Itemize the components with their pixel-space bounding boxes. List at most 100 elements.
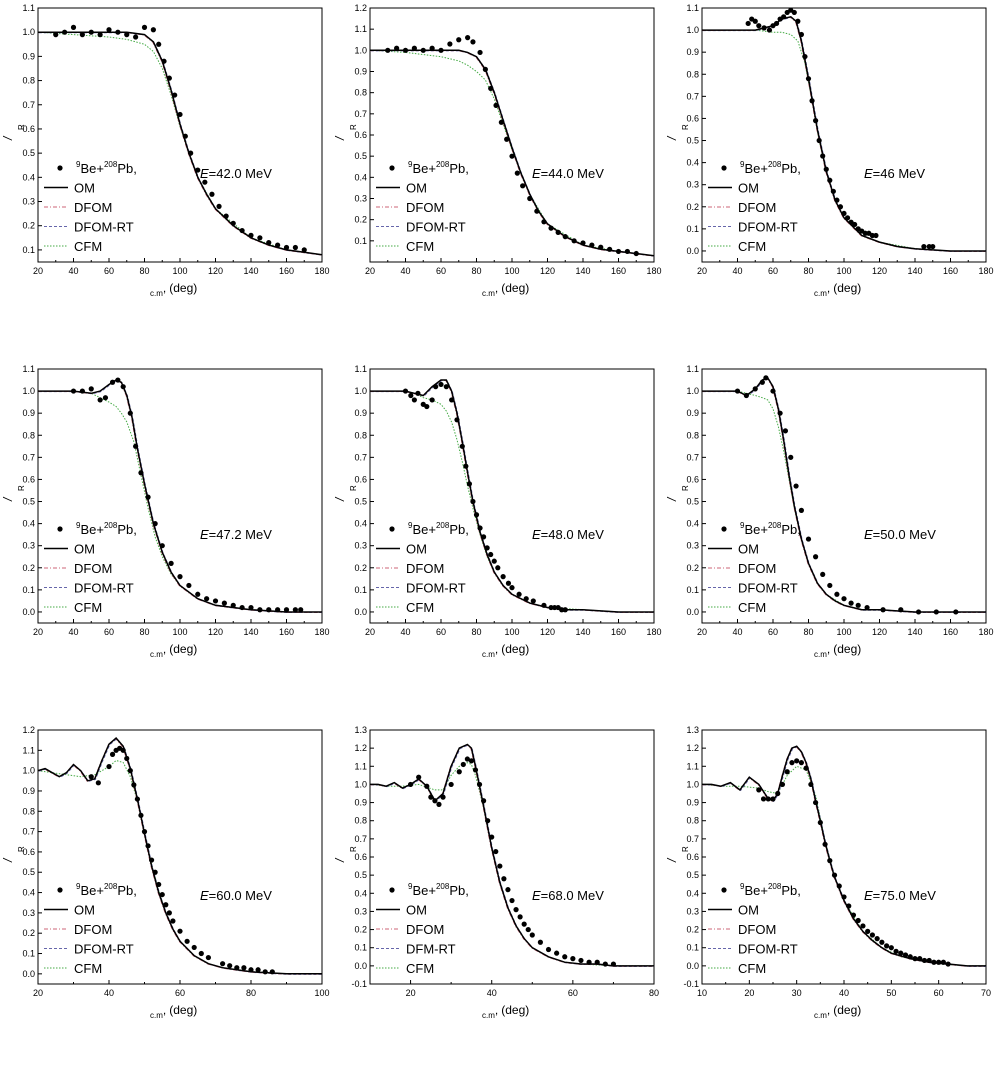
- energy-value: =75.0 MeV: [873, 888, 937, 903]
- x-tick-label: 120: [540, 627, 555, 637]
- reaction-sup1: 9: [740, 521, 745, 530]
- reaction-sup2: 208: [768, 882, 782, 891]
- y-tick-label: 0.3: [22, 197, 35, 207]
- data-point: [516, 591, 522, 597]
- y-tick-label: 0.3: [686, 180, 699, 190]
- x-tick-label: 20: [365, 627, 375, 637]
- y-tick-label: 1.0: [354, 779, 367, 789]
- legend-label: OM: [406, 542, 427, 557]
- data-point: [394, 45, 400, 51]
- y-tick-label: 0.7: [354, 109, 367, 119]
- legend-label-reaction: 9Be+208Pb,: [408, 160, 469, 176]
- legend-label-reaction: 9Be+208Pb,: [740, 882, 801, 898]
- data-point: [602, 961, 608, 967]
- data-point: [775, 790, 781, 797]
- data-point: [62, 29, 68, 35]
- legend-label: DFOM-RT: [74, 581, 134, 596]
- data-point: [470, 498, 476, 505]
- x-tick-label: 100: [172, 266, 187, 276]
- data-point: [449, 397, 455, 403]
- chart-svg: 20 40 60 80 100 0.0 0.1 0.2 0.3 0.4 0.5 0.6 0.7 0.8 0.…: [1, 725, 330, 1020]
- data-point: [127, 410, 133, 416]
- data-point: [763, 375, 769, 381]
- data-point: [266, 607, 272, 613]
- legend: 9Be+208Pb, OM DFOM DFM-RT CFM: [376, 882, 469, 976]
- data-point: [594, 959, 600, 965]
- y-tick-label: 0.4: [22, 519, 35, 529]
- legend-label: OM: [738, 542, 759, 557]
- data-point: [205, 954, 211, 961]
- data-point: [298, 607, 304, 613]
- data-point: [855, 917, 861, 924]
- y-tick-label: 0.4: [22, 172, 35, 182]
- y-tick-label: 0.0: [22, 969, 35, 979]
- y-tick-label: 0.2: [686, 563, 699, 573]
- x-tick-label: 40: [68, 627, 78, 637]
- x-axis-label-main: (deg): [833, 281, 861, 295]
- legend-label: DFOM: [406, 561, 444, 576]
- data-point: [813, 118, 819, 124]
- energy-value: =44.0 MeV: [541, 166, 605, 181]
- y-tick-label: 0.4: [686, 888, 699, 898]
- legend-label: DFOM-RT: [406, 581, 466, 596]
- x-tick-label: 160: [943, 266, 958, 276]
- data-point: [827, 858, 833, 864]
- y-axis-label-sub: R: [681, 124, 690, 130]
- y-tick-label: 0.5: [22, 497, 35, 507]
- x-axis-label-sep: ,: [163, 642, 166, 656]
- data-point: [860, 923, 866, 929]
- y-tick-label: 0.5: [686, 870, 699, 880]
- chart-svg: 10 20 30 40 50 60 70 -0.1 0.0 0.1 0.2 0.3 0.4 0.5 0.6 0…: [665, 725, 991, 1020]
- x-axis-label-sep: ,: [495, 281, 498, 295]
- y-tick-label: -0.1: [351, 979, 367, 989]
- data-point: [472, 767, 479, 773]
- legend-label-reaction: 9Be+208Pb,: [76, 882, 137, 898]
- data-point: [598, 244, 604, 250]
- y-tick-label: 0.9: [686, 408, 699, 418]
- data-point: [491, 558, 497, 564]
- series-dfom-rt-line: [38, 738, 322, 975]
- reaction-sup1: 9: [76, 521, 81, 530]
- y-tick-label: 1.1: [686, 761, 699, 771]
- chart-panel-6: 20 40 60 80 100 120 140 160 180 0.0 0.1 0.2 0.3 0.4 0.…: [664, 361, 996, 722]
- data-point: [498, 119, 504, 125]
- y-tick-label: 0.9: [354, 408, 367, 418]
- legend-marker-data: [721, 165, 727, 171]
- legend-label: OM: [74, 542, 95, 557]
- data-point: [156, 41, 162, 47]
- data-point: [433, 384, 439, 390]
- y-tick-label: 0.6: [22, 474, 35, 484]
- y-axis-label-sub: R: [349, 124, 358, 130]
- data-point: [873, 232, 879, 239]
- data-point: [70, 24, 77, 30]
- data-point: [220, 961, 226, 967]
- data-point: [808, 781, 814, 788]
- y-tick-label: 0.1: [686, 585, 699, 595]
- chart-svg: 20 40 60 80 100 120 140 160 180 0.1 0.2 0.3 0.4 0.5 0.…: [1, 3, 330, 298]
- data-point: [145, 494, 151, 500]
- x-tick-label: 160: [279, 627, 294, 637]
- plot-area: [370, 743, 654, 967]
- x-tick-label: 20: [33, 266, 43, 276]
- y-tick-label: 1.0: [686, 779, 699, 789]
- legend: 9Be+208Pb, OM DFOM DFOM-RT CFM: [708, 160, 801, 254]
- legend-marker-data: [57, 165, 63, 171]
- y-tick-label: 0.1: [686, 224, 699, 234]
- y-tick-label: 0.0: [686, 607, 699, 617]
- x-tick-label: 80: [471, 627, 481, 637]
- reaction-sup2: 208: [104, 521, 118, 530]
- data-point: [161, 58, 167, 64]
- y-tick-label: 1.3: [686, 725, 699, 735]
- data-point: [505, 580, 512, 586]
- x-axis-label-sep: ,: [495, 642, 498, 656]
- energy-value: =68.0 MeV: [541, 888, 605, 903]
- chart-svg: 20 40 60 80 100 120 140 160 180 0.0 0.1 0.2 0.3 0.4 0.…: [665, 364, 994, 659]
- y-tick-label: 1.1: [22, 745, 35, 755]
- reaction-el1: Be+: [744, 161, 768, 176]
- x-tick-label: 60: [436, 627, 446, 637]
- series-om-line: [370, 379, 654, 613]
- series-cfm-line: [370, 49, 654, 257]
- x-axis-label-sep: ,: [163, 1003, 166, 1017]
- x-axis-label-sub: c.m: [482, 289, 495, 298]
